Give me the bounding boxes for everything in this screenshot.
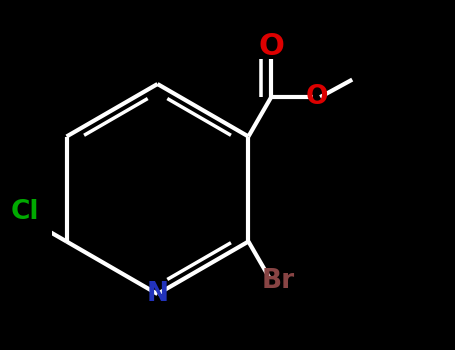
Text: Cl: Cl [11, 199, 39, 225]
Text: O: O [258, 32, 284, 61]
Text: N: N [147, 281, 168, 307]
Text: O: O [305, 84, 328, 110]
Text: Br: Br [262, 268, 295, 294]
